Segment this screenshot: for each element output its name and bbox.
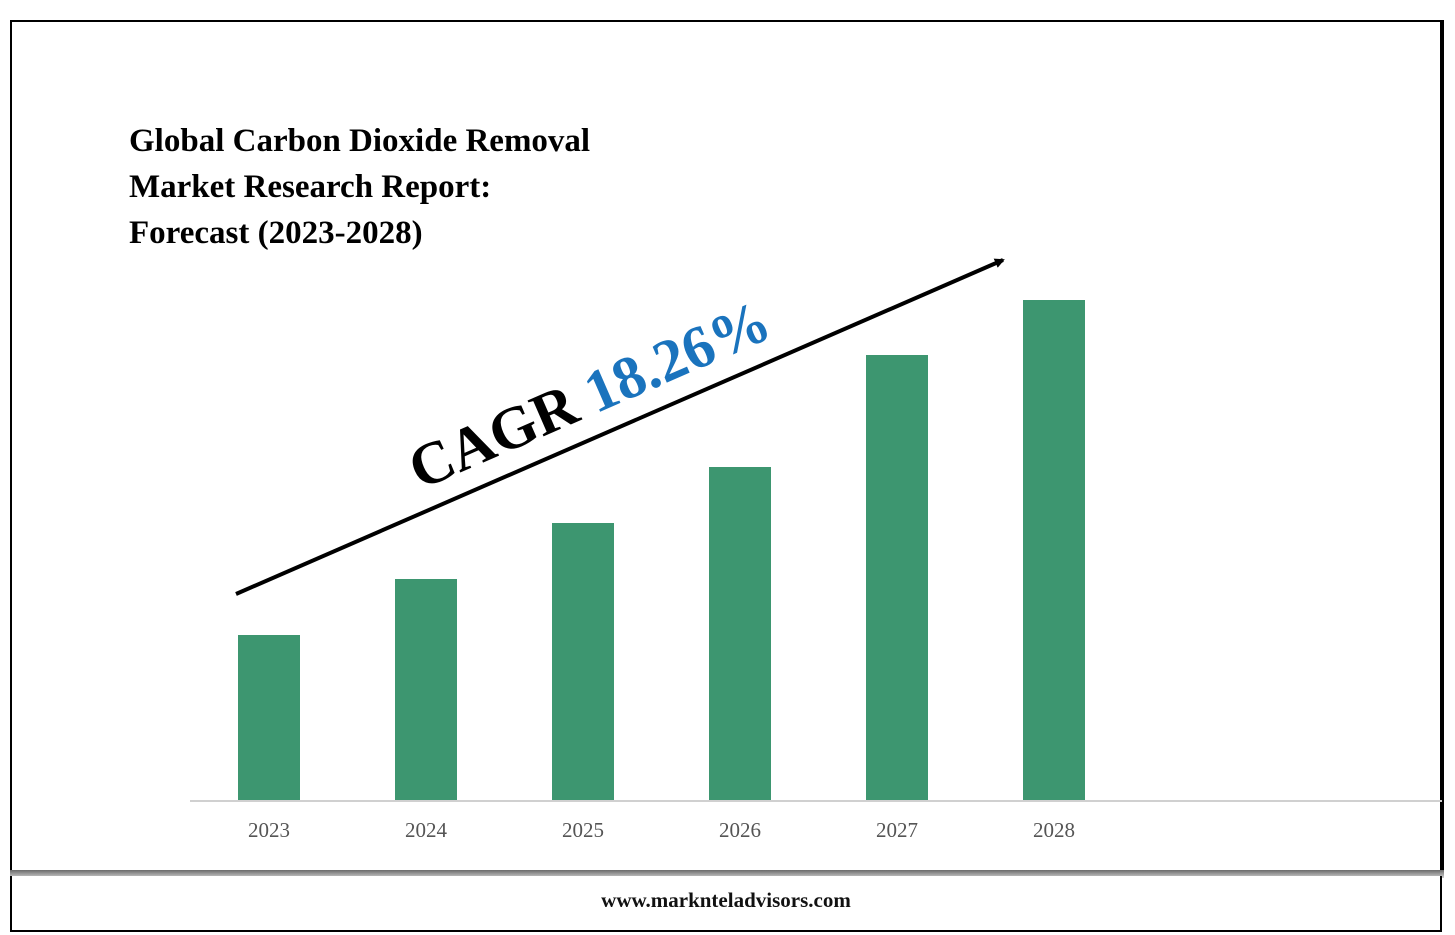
x-tick-label-2027: 2027 bbox=[876, 818, 918, 842]
bar-2025 bbox=[552, 523, 614, 801]
bar-2024 bbox=[395, 579, 457, 801]
bar-2026 bbox=[709, 467, 771, 801]
chart-title: Global Carbon Dioxide Removal Market Res… bbox=[129, 118, 590, 256]
x-tick-label-2028: 2028 bbox=[1033, 818, 1075, 842]
bar-2023 bbox=[238, 635, 300, 801]
x-tick-label-2023: 2023 bbox=[248, 818, 290, 842]
chart-title-line-1: Global Carbon Dioxide Removal bbox=[129, 123, 591, 159]
trend-arrow bbox=[235, 258, 1005, 596]
card-shadow bbox=[10, 870, 1444, 878]
cagr-value: 18.26% bbox=[575, 287, 780, 425]
x-tick-label-2025: 2025 bbox=[562, 818, 604, 842]
bar-2028 bbox=[1023, 300, 1085, 801]
bar-series bbox=[238, 300, 1085, 801]
x-tick-label-2026: 2026 bbox=[719, 818, 761, 842]
x-tick-label-2024: 2024 bbox=[405, 818, 448, 842]
chart-title-line-3: Forecast (2023-2028) bbox=[129, 215, 423, 251]
cagr-prefix: CAGR bbox=[399, 365, 601, 502]
bar-2027 bbox=[866, 355, 928, 801]
footer: www.marknteladvisors.com bbox=[10, 876, 1442, 932]
x-axis-tick-labels: 2023 2024 2025 2026 2027 2028 bbox=[248, 818, 1075, 842]
footer-url: www.marknteladvisors.com bbox=[601, 888, 851, 912]
chart-title-line-2: Market Research Report: bbox=[129, 169, 492, 205]
